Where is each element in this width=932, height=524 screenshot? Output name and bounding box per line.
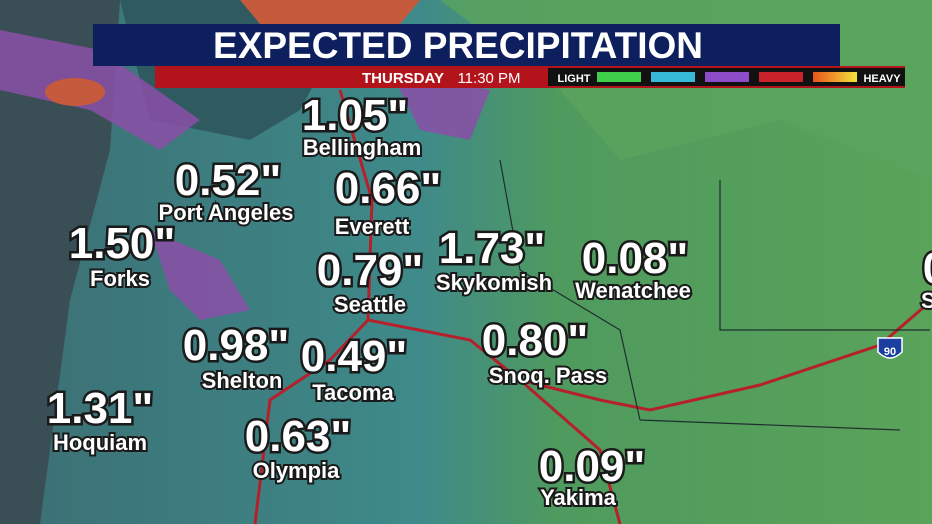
precip-amount: 1.50" (69, 219, 176, 268)
legend-swatch (651, 72, 695, 82)
city-name: Everett (335, 214, 410, 239)
precip-amount: 1.31" (47, 384, 154, 433)
city-name: Sp (921, 288, 932, 313)
legend-low: LIGHT (558, 73, 591, 85)
heavy-area (45, 78, 105, 106)
city-name: Snoq. Pass (489, 363, 608, 388)
city-name: Shelton (202, 368, 283, 393)
day: THURSDAY (362, 70, 444, 87)
precip-amount: 0.52" (175, 156, 282, 205)
city-name: Olympia (253, 458, 341, 483)
legend-high: HEAVY (863, 73, 901, 85)
county-border (499, 159, 930, 431)
ocean (0, 0, 120, 524)
highway-number: 90 (884, 346, 896, 358)
city-name: Port Angeles (159, 200, 294, 225)
precip-amount: 0 (923, 244, 932, 293)
precip-amount: 0.63" (245, 412, 352, 461)
precip-amount: 1.73" (439, 224, 546, 273)
precip-amount: 0.66" (335, 164, 442, 213)
precip-amount: 0.98" (183, 321, 290, 370)
precip-amount: 0.08" (582, 234, 689, 283)
city-name: Hoquiam (53, 430, 147, 455)
precip-amount: 1.05" (302, 91, 409, 140)
legend-swatch (759, 72, 803, 82)
precip-amount: 0.49" (301, 332, 408, 381)
legend-swatch (597, 72, 641, 82)
precip-amount: 0.79" (317, 246, 424, 295)
legend-swatch (813, 72, 857, 82)
time: 11:30 PM (457, 70, 520, 87)
city-name: Yakima (540, 485, 617, 510)
interstate-shield: 90 (877, 337, 903, 359)
city-name: Wenatchee (575, 278, 691, 303)
city-name: Tacoma (312, 380, 394, 405)
city-name: Bellingham (303, 135, 422, 160)
title-bar (93, 24, 840, 66)
precip-amount: 0.80" (482, 316, 589, 365)
legend-swatch (705, 72, 749, 82)
highway (253, 89, 932, 524)
precip-amount: 0.09" (539, 442, 646, 491)
city-name: Forks (90, 266, 150, 291)
city-name: Seattle (334, 292, 406, 317)
purple-area (150, 230, 250, 320)
city-name: Skykomish (436, 270, 552, 295)
heavy-area (240, 0, 420, 24)
title: EXPECTED PRECIPITATION (213, 25, 703, 66)
